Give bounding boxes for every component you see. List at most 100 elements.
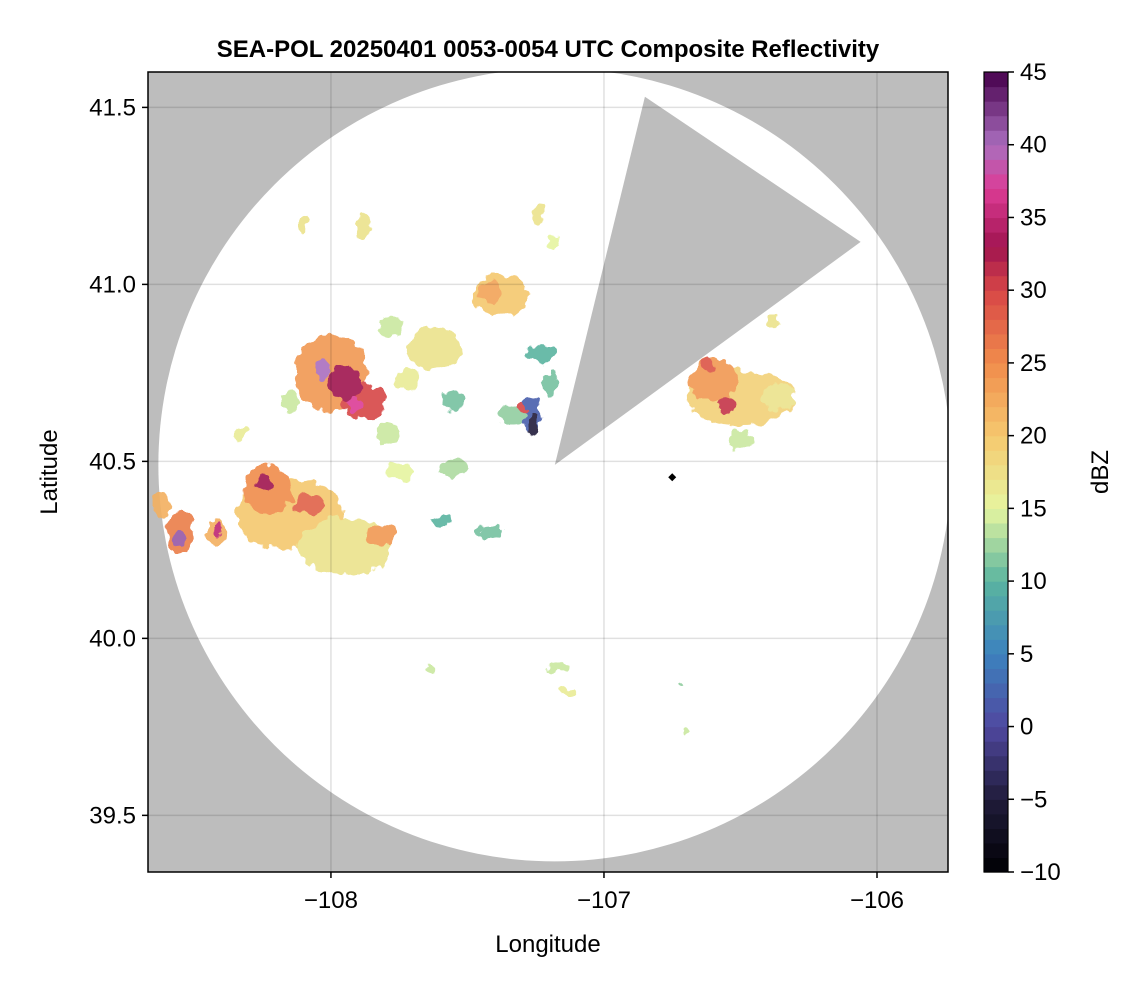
y-axis-label: Latitude [36,429,63,514]
echo-cell [475,525,503,540]
colorbar-segment [984,842,1008,859]
colorbar-segment [984,144,1008,160]
colorbar-segment [984,668,1008,684]
y-tick-label: 41.0 [89,271,136,298]
colorbar-segment [984,537,1008,553]
echo-cell [396,369,419,391]
echo-cell [541,372,558,395]
colorbar-segment [984,784,1008,800]
echo-cell [683,725,689,736]
echo-cell [385,463,413,481]
colorbar-segment [984,304,1008,320]
colorbar-segment [984,392,1008,408]
colorbar-tick-label: 40 [1020,132,1047,159]
colorbar-segment [984,377,1008,393]
colorbar-segment [984,624,1008,640]
colorbar-tick-label: −10 [1020,859,1061,886]
colorbar-segment [984,755,1008,771]
colorbar-tick-label: 15 [1020,495,1047,522]
echo-cell [437,459,471,478]
colorbar: −10 −5 0 5 10 15 20 25 30 35 40 45 [983,59,1061,886]
colorbar-segment [984,246,1008,262]
colorbar-segment [984,741,1008,757]
grid-layer [148,72,948,872]
echo-cell [243,464,293,515]
echo-cell [431,516,449,527]
plot-area [148,72,948,872]
colorbar-tick-label: 30 [1020,277,1047,304]
echo-cell [214,523,224,534]
colorbar-segment [984,362,1008,379]
echo-cell [298,217,310,232]
x-axis-label: Longitude [495,931,600,958]
colorbar-tick-label: 10 [1020,568,1047,595]
colorbar-segment [984,813,1008,829]
echo-cell [767,314,779,326]
echo-cell [726,429,755,451]
echo-cell [314,358,331,380]
echo-cell [235,425,247,441]
echo-cell [527,344,555,366]
colorbar-segment [984,130,1008,146]
colorbar-segment [984,72,1008,88]
colorbar-segment [984,828,1008,844]
echo-cell [688,358,738,402]
blocked-sector [554,96,861,465]
radar-coverage-disc [158,72,948,862]
colorbar-segment [984,290,1008,306]
colorbar-segment [984,726,1008,742]
colorbar-segment [984,522,1008,539]
echo-cell [548,234,562,249]
colorbar-segment [984,202,1008,219]
colorbar-segment [984,101,1008,117]
colorbar-segment [984,639,1008,655]
colorbar-segment [984,799,1008,815]
colorbar-frame [983,71,1009,873]
y-axis: 39.5 40.0 40.5 41.0 41.5 [89,94,148,829]
colorbar-segment [984,493,1008,509]
echo-cell [153,489,170,519]
echo-cell [546,661,569,672]
y-tick-label: 39.5 [89,802,136,829]
x-tick-label: −107 [577,887,631,914]
colorbar-segment [984,697,1008,713]
colorbar-segment [984,566,1008,582]
colorbar-tick-label: 45 [1020,59,1047,86]
colorbar-segment [984,421,1008,437]
colorbar-tick-label: 20 [1020,423,1047,450]
echo-cell [292,493,326,515]
colorbar-label: dBZ [1087,450,1114,494]
colorbar-segment [984,770,1008,786]
echo-cell [442,390,465,412]
echo-cell [702,358,714,373]
colorbar-tick-label: −5 [1020,786,1047,813]
echo-cell [281,390,299,412]
colorbar-segment [984,232,1008,248]
colorbar-segment [984,581,1008,597]
echo-cell [254,473,271,492]
echo-cell [527,415,539,437]
colorbar-segment [984,115,1008,131]
echo-cell [355,213,372,235]
echo-cell [718,395,736,414]
colorbar-segment [984,261,1008,277]
echo-cell [478,280,501,303]
colorbar-segment [984,682,1008,699]
colorbar-segment [984,86,1008,102]
colorbar-segment [984,464,1008,480]
echo-cell [678,682,683,687]
colorbar-segment [984,159,1008,175]
colorbar-segment [984,857,1008,873]
x-tick-label: −106 [850,887,904,914]
colorbar-segment [984,217,1008,233]
echo-cell [516,402,528,414]
reflectivity-echo-layer [153,202,796,736]
echo-cell [531,202,546,225]
echo-cell [762,383,796,412]
echo-cell [377,422,400,444]
echo-cell [366,525,394,547]
colorbar-tick-label: 5 [1020,641,1033,668]
y-tick-label: 40.0 [89,625,136,652]
